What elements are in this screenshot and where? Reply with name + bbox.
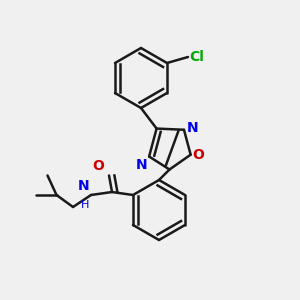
Text: O: O — [93, 158, 104, 172]
Text: N: N — [136, 158, 148, 172]
Text: Cl: Cl — [190, 50, 204, 64]
Text: H: H — [81, 200, 89, 209]
Text: N: N — [186, 121, 198, 135]
Text: O: O — [192, 148, 204, 162]
Text: N: N — [78, 179, 89, 194]
